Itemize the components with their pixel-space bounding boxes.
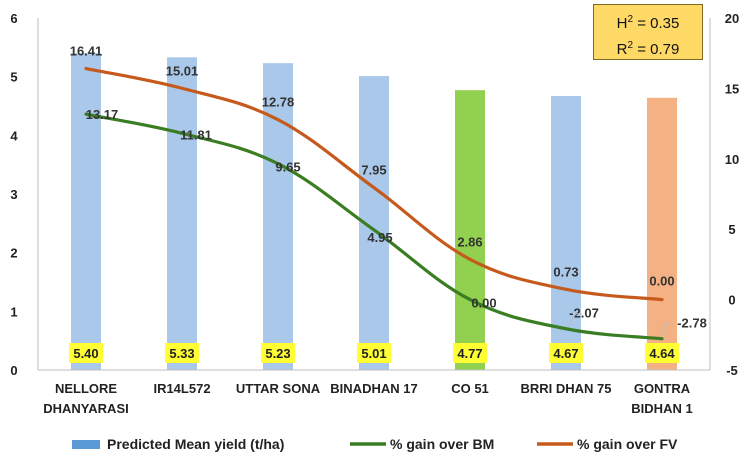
- bar-label-2: 5.23: [265, 346, 290, 361]
- x-category-5-line-0: BRRI DHAN 75: [520, 381, 611, 396]
- x-category-4-line-0: CO 51: [451, 381, 489, 396]
- axes-layer: 0 1 2 3 4 5 6 -5 0 5 10 15 20 NELLORE DHANYARASI IR14L5…: [10, 11, 739, 416]
- bar-label-box-1: [165, 343, 199, 363]
- bar-0: [71, 53, 101, 370]
- y-right-tick-0: -5: [726, 363, 738, 378]
- legend-label-fv: % gain over FV: [577, 436, 678, 452]
- x-category-1-line-0: IR14L572: [153, 381, 210, 396]
- bm-label-3: 4.95: [367, 230, 392, 245]
- y-right-tick-1: 0: [728, 293, 735, 308]
- y-left-tick-1: 1: [10, 304, 17, 319]
- bar-label-6: 4.64: [649, 346, 675, 361]
- data-labels-layer: 5.40 5.33 5.23 5.01 4.77 4.67 4.64 16.41 15.01 12…: [69, 44, 707, 363]
- fv-label-6: 0.00: [649, 274, 674, 289]
- fv-label-0: 16.41: [70, 44, 103, 59]
- fv-label-4: 2.86: [457, 234, 482, 249]
- y-right-tick-2: 5: [728, 222, 735, 237]
- bar-4: [455, 90, 485, 370]
- y-left-tick-3: 3: [10, 187, 17, 202]
- y-left-tick-6: 6: [10, 11, 17, 26]
- bar-label-box-6: [645, 343, 679, 363]
- bar-6: [647, 97, 677, 370]
- y-left-tick-2: 2: [10, 246, 17, 261]
- fv-label-2: 12.78: [262, 95, 295, 110]
- line-gain-over-bm: [84, 112, 664, 341]
- bar-label-4: 4.77: [457, 346, 482, 361]
- y-left-tick-0: 0: [10, 363, 17, 378]
- legend: Predicted Mean yield (t/ha) % gain over B…: [72, 436, 678, 452]
- x-category-2: UTTAR SONA: [236, 381, 321, 396]
- x-category-6-line-1: BIDHAN 1: [631, 401, 692, 416]
- bar-5: [551, 96, 581, 370]
- bar-label-0: 5.40: [73, 346, 98, 361]
- lines-layer: [84, 66, 664, 341]
- bm-label-6: -2.78: [677, 316, 707, 331]
- fv-label-5: 0.73: [553, 264, 578, 279]
- bm-label-0: 13.17: [86, 107, 119, 122]
- bar-label-1: 5.33: [169, 346, 194, 361]
- y-left-tick-5: 5: [10, 70, 17, 85]
- bars-layer: [71, 53, 677, 370]
- legend-label-bar: Predicted Mean yield (t/ha): [107, 436, 284, 452]
- x-category-5: BRRI DHAN 75: [520, 381, 611, 396]
- fv-label-1: 15.01: [166, 63, 199, 78]
- bar-label-box-2: [261, 343, 295, 363]
- x-category-6-line-0: GONTRA: [634, 381, 691, 396]
- bar-label-box-4: [453, 343, 487, 363]
- x-category-0: NELLORE DHANYARASI: [43, 381, 128, 416]
- bm-leader-6: [663, 323, 670, 336]
- bar-label-5: 4.67: [553, 346, 578, 361]
- bm-label-2: 9.65: [275, 160, 300, 175]
- bm-label-5: -2.07: [569, 306, 599, 321]
- bar-1: [167, 57, 197, 370]
- bm-label-4: 0.00: [471, 296, 496, 311]
- x-category-0-line-1: DHANYARASI: [43, 401, 128, 416]
- x-category-0-line-0: NELLORE: [55, 381, 117, 396]
- y-right-tick-5: 20: [725, 11, 739, 26]
- legend-swatch-bar: [72, 440, 100, 449]
- r2-stat: R2 = 0.79: [616, 40, 680, 58]
- fv-label-3: 7.95: [361, 163, 386, 178]
- stats-box: H2 = 0.35 R2 = 0.79: [593, 4, 703, 60]
- bar-label-box-3: [357, 343, 391, 363]
- bar-label-box-0: [69, 343, 103, 363]
- bm-label-1: 11.81: [180, 127, 212, 142]
- x-category-6: GONTRA BIDHAN 1: [631, 381, 692, 416]
- x-category-4: CO 51: [451, 381, 489, 396]
- y-right-tick-3: 10: [725, 152, 739, 167]
- x-category-3-line-0: BINADHAN 17: [330, 381, 417, 396]
- bar-label-box-5: [549, 343, 583, 363]
- legend-label-bm: % gain over BM: [390, 436, 494, 452]
- x-category-3: BINADHAN 17: [330, 381, 417, 396]
- x-category-2-line-0: UTTAR SONA: [236, 381, 321, 396]
- x-category-1: IR14L572: [153, 381, 210, 396]
- bm-leader-5: [567, 313, 582, 327]
- y-right-tick-4: 15: [725, 81, 739, 96]
- y-left-tick-4: 4: [10, 128, 18, 143]
- line-gain-over-fv: [84, 66, 664, 302]
- h2-stat: H2 = 0.35: [616, 14, 680, 32]
- bar-label-3: 5.01: [361, 346, 386, 361]
